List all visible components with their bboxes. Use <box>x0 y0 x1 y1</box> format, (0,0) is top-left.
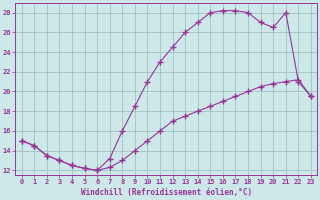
X-axis label: Windchill (Refroidissement éolien,°C): Windchill (Refroidissement éolien,°C) <box>81 188 252 197</box>
